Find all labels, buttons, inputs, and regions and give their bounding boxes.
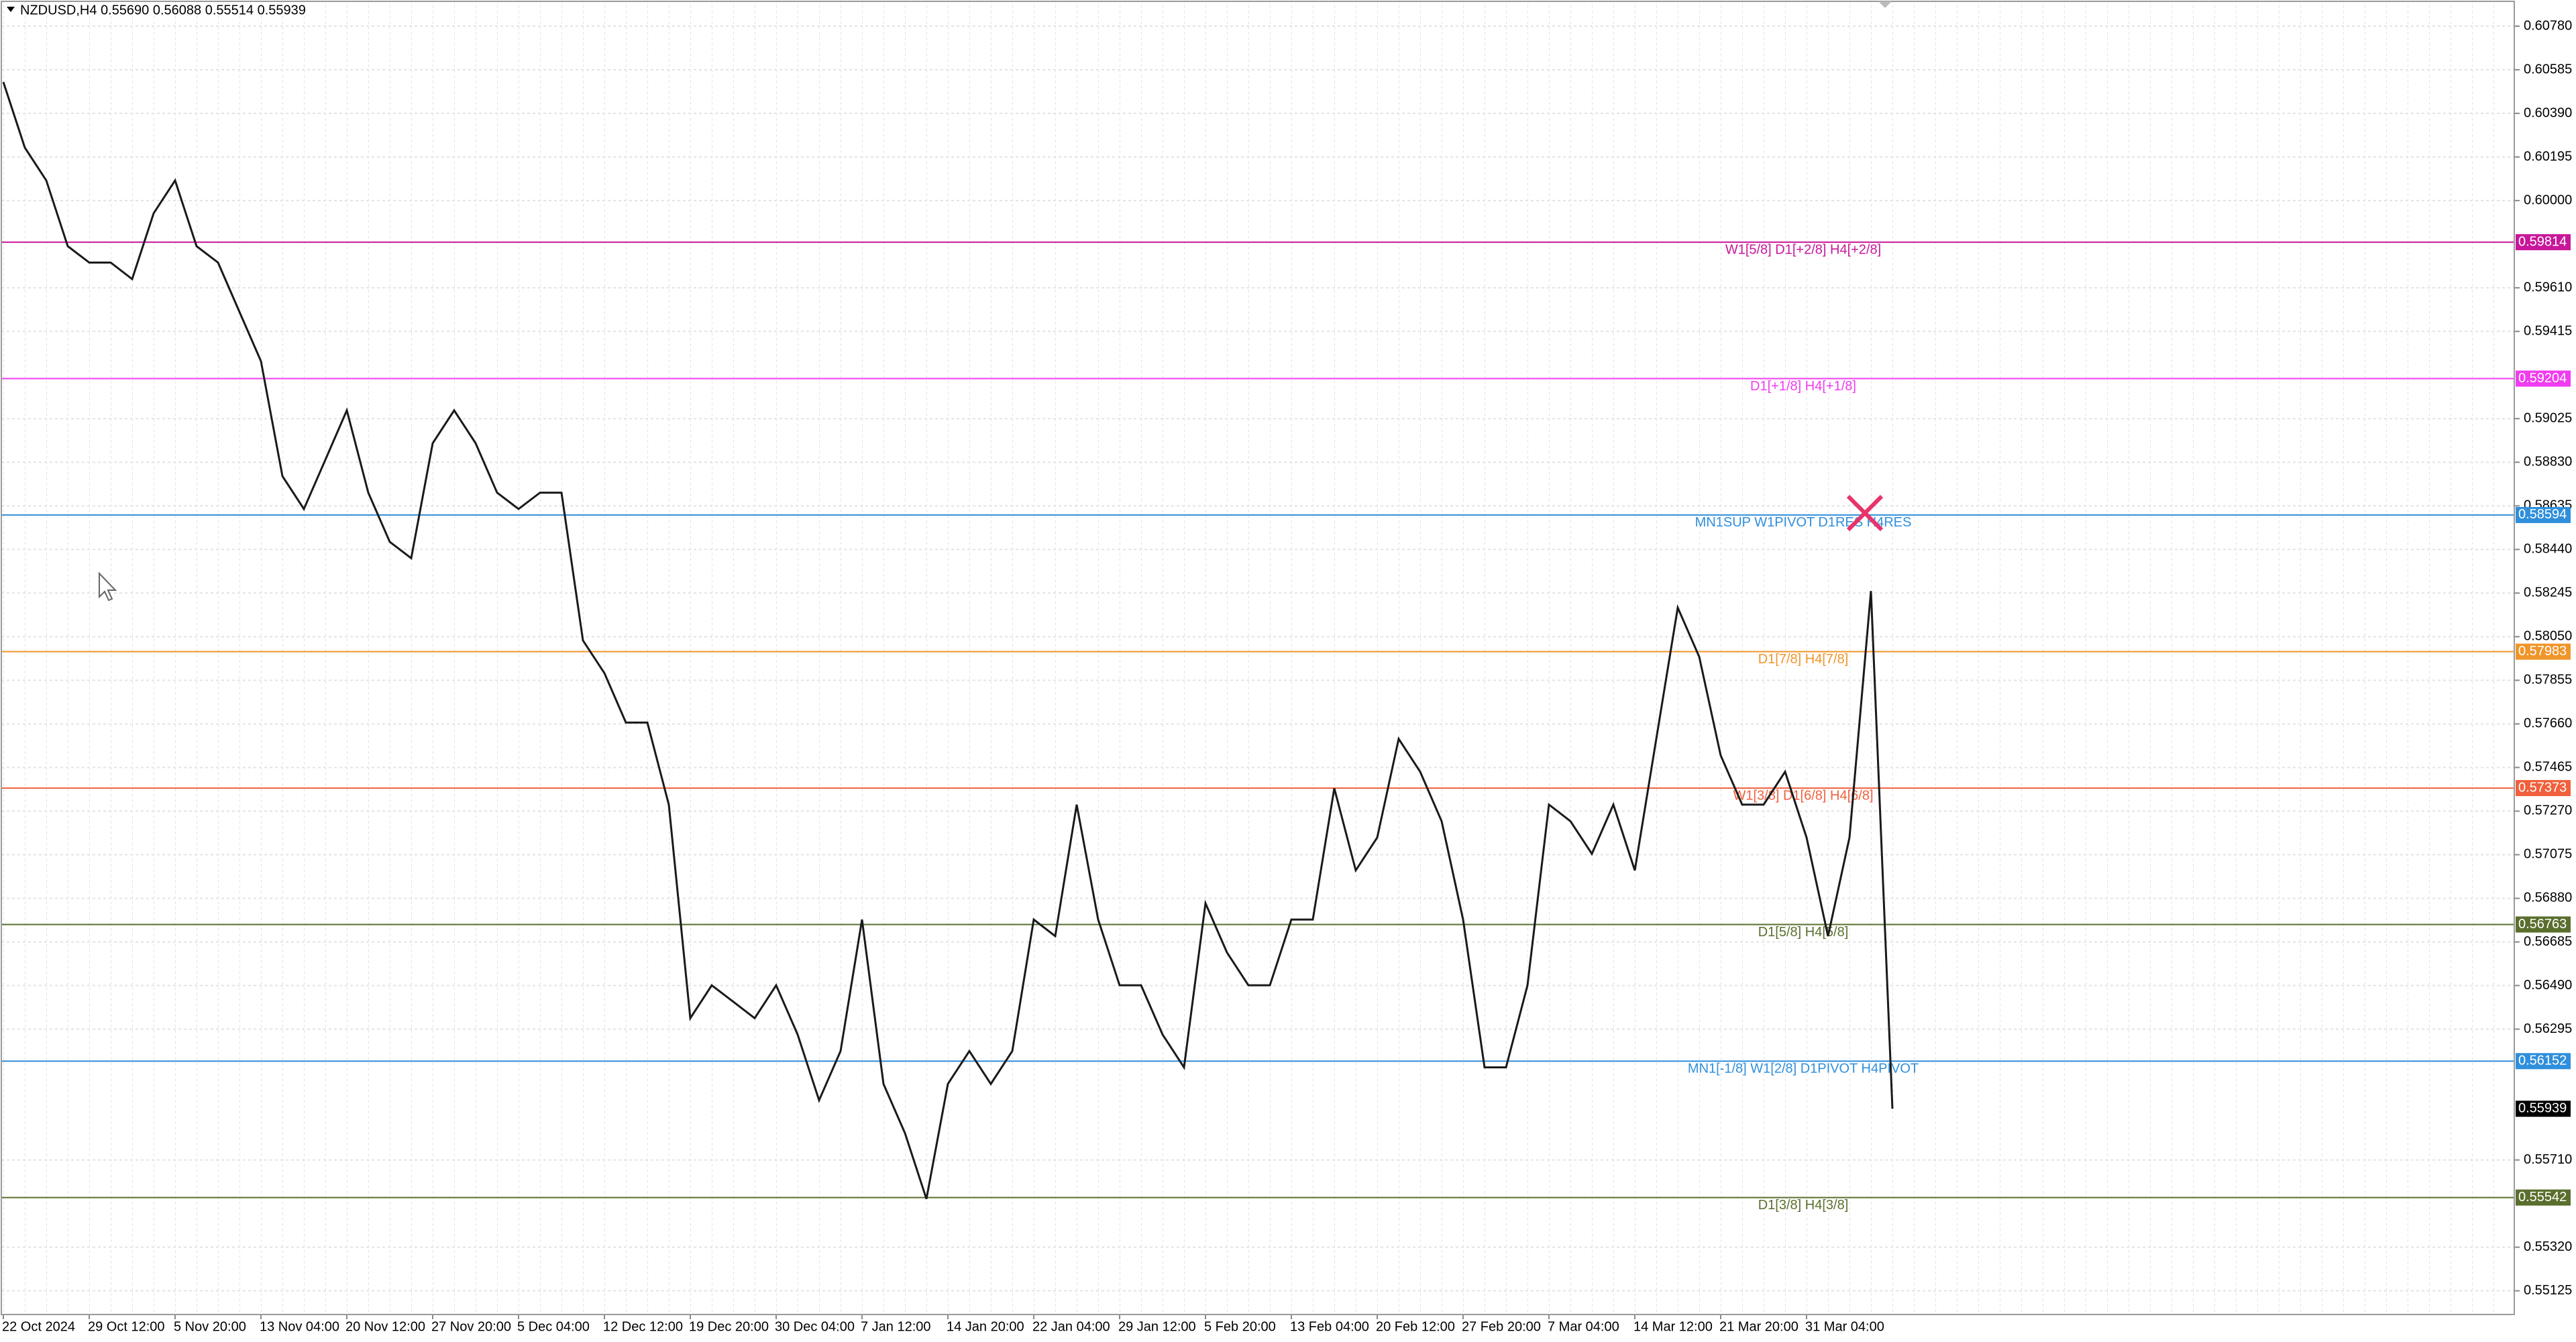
y-tick-label: 0.58830 — [2524, 455, 2572, 469]
y-tick-label: 0.59415 — [2524, 323, 2572, 338]
x-tick-label: 20 Feb 12:00 — [1376, 1319, 1455, 1334]
y-tick-label: 0.56685 — [2524, 934, 2572, 949]
x-tick-label: 29 Oct 12:00 — [88, 1319, 165, 1334]
level-price: 0.59204 — [2518, 371, 2567, 386]
y-tick-label: 0.55320 — [2524, 1239, 2572, 1254]
y-tick-label: 0.59025 — [2524, 410, 2572, 425]
level-price-box — [2516, 916, 2571, 933]
level-price-box — [2516, 1053, 2571, 1070]
x-tick-label: 5 Dec 04:00 — [517, 1319, 590, 1334]
x-tick-label: 5 Nov 20:00 — [174, 1319, 246, 1334]
plot-frame — [1, 1, 2515, 1315]
level-price: 0.57983 — [2518, 644, 2567, 659]
level-price: 0.55542 — [2518, 1190, 2567, 1205]
y-tick-label: 0.58050 — [2524, 629, 2572, 644]
close-marker — [1846, 494, 1884, 532]
y-tick-label: 0.57465 — [2524, 760, 2572, 775]
x-tick-label: 14 Mar 12:00 — [1633, 1319, 1713, 1334]
x-tick-label: 5 Feb 20:00 — [1204, 1319, 1276, 1334]
x-tick-label: 14 Jan 20:00 — [947, 1319, 1024, 1334]
y-tick-label: 0.55125 — [2524, 1283, 2572, 1298]
y-tick-label: 0.60780 — [2524, 18, 2572, 33]
level-price-box — [2516, 234, 2571, 251]
x-tick-label: 7 Jan 12:00 — [861, 1319, 931, 1334]
x-tick-label: 12 Dec 12:00 — [603, 1319, 683, 1334]
x-tick-label: 30 Dec 04:00 — [775, 1319, 855, 1334]
x-tick-label: 31 Mar 04:00 — [1805, 1319, 1884, 1334]
level-price: 0.57373 — [2518, 780, 2567, 795]
x-tick-label: 19 Dec 20:00 — [689, 1319, 769, 1334]
x-tick-label: 20 Nov 12:00 — [345, 1319, 425, 1334]
y-tick-label: 0.60390 — [2524, 105, 2572, 120]
x-tick-label: 29 Jan 12:00 — [1118, 1319, 1196, 1334]
level-price-box — [2516, 780, 2571, 797]
last-price: 0.55939 — [2518, 1101, 2567, 1116]
x-tick-label: 7 Mar 04:00 — [1548, 1319, 1619, 1334]
level-label: D1[3/8] H4[3/8] — [1758, 1198, 1849, 1213]
level-price-box — [2516, 1189, 2571, 1206]
y-tick-label: 0.57270 — [2524, 803, 2572, 818]
level-price: 0.56152 — [2518, 1053, 2567, 1068]
y-tick-label: 0.56490 — [2524, 978, 2572, 993]
y-tick-label: 0.57660 — [2524, 716, 2572, 731]
y-tick-label: 0.58440 — [2524, 542, 2572, 557]
y-tick-label: 0.60585 — [2524, 62, 2572, 76]
level-label: D1[7/8] H4[7/8] — [1758, 652, 1849, 667]
level-label: D1[5/8] H4[5/8] — [1758, 925, 1849, 940]
x-tick-label: 27 Nov 20:00 — [431, 1319, 511, 1334]
menu-arrow — [7, 7, 15, 12]
price-line — [2, 81, 1894, 1200]
mouse-cursor — [99, 571, 117, 602]
x-tick-label: 27 Feb 20:00 — [1462, 1319, 1541, 1334]
level-price: 0.59814 — [2518, 234, 2567, 249]
x-tick-label: 21 Mar 20:00 — [1719, 1319, 1799, 1334]
x-tick-label: 22 Oct 2024 — [2, 1319, 75, 1334]
last-price-box — [2516, 1101, 2571, 1117]
y-tick-label: 0.56295 — [2524, 1021, 2572, 1036]
level-price: 0.56763 — [2518, 917, 2567, 932]
grid-pattern — [1, 1, 2514, 1315]
shift-marker — [1878, 1, 1892, 8]
y-tick-label: 0.60195 — [2524, 149, 2572, 164]
x-tick-label: 13 Feb 04:00 — [1290, 1319, 1369, 1334]
y-tick-label: 0.57075 — [2524, 847, 2572, 862]
y-tick-label: 0.55710 — [2524, 1152, 2572, 1167]
level-label: D1[+1/8] H4[+1/8] — [1750, 379, 1856, 394]
level-price: 0.58594 — [2518, 507, 2567, 522]
level-price-box — [2516, 370, 2571, 387]
y-tick-label: 0.58245 — [2524, 585, 2572, 600]
y-tick-label: 0.56880 — [2524, 891, 2572, 905]
x-tick-label: 22 Jan 04:00 — [1032, 1319, 1110, 1334]
chart-title: NZDUSD,H4 0.55690 0.56088 0.55514 0.5593… — [20, 3, 306, 17]
level-price-box — [2516, 506, 2571, 523]
y-tick-label: 0.59610 — [2524, 280, 2572, 294]
x-tick-label: 13 Nov 04:00 — [260, 1319, 339, 1334]
level-label: W1[5/8] D1[+2/8] H4[+2/8] — [1725, 242, 1881, 257]
level-price-box — [2516, 643, 2571, 660]
y-tick-label: 0.57855 — [2524, 673, 2572, 687]
level-label: MN1[-1/8] W1[2/8] D1PIVOT H4PIVOT — [1688, 1061, 1919, 1076]
y-tick-label: 0.60000 — [2524, 192, 2572, 207]
